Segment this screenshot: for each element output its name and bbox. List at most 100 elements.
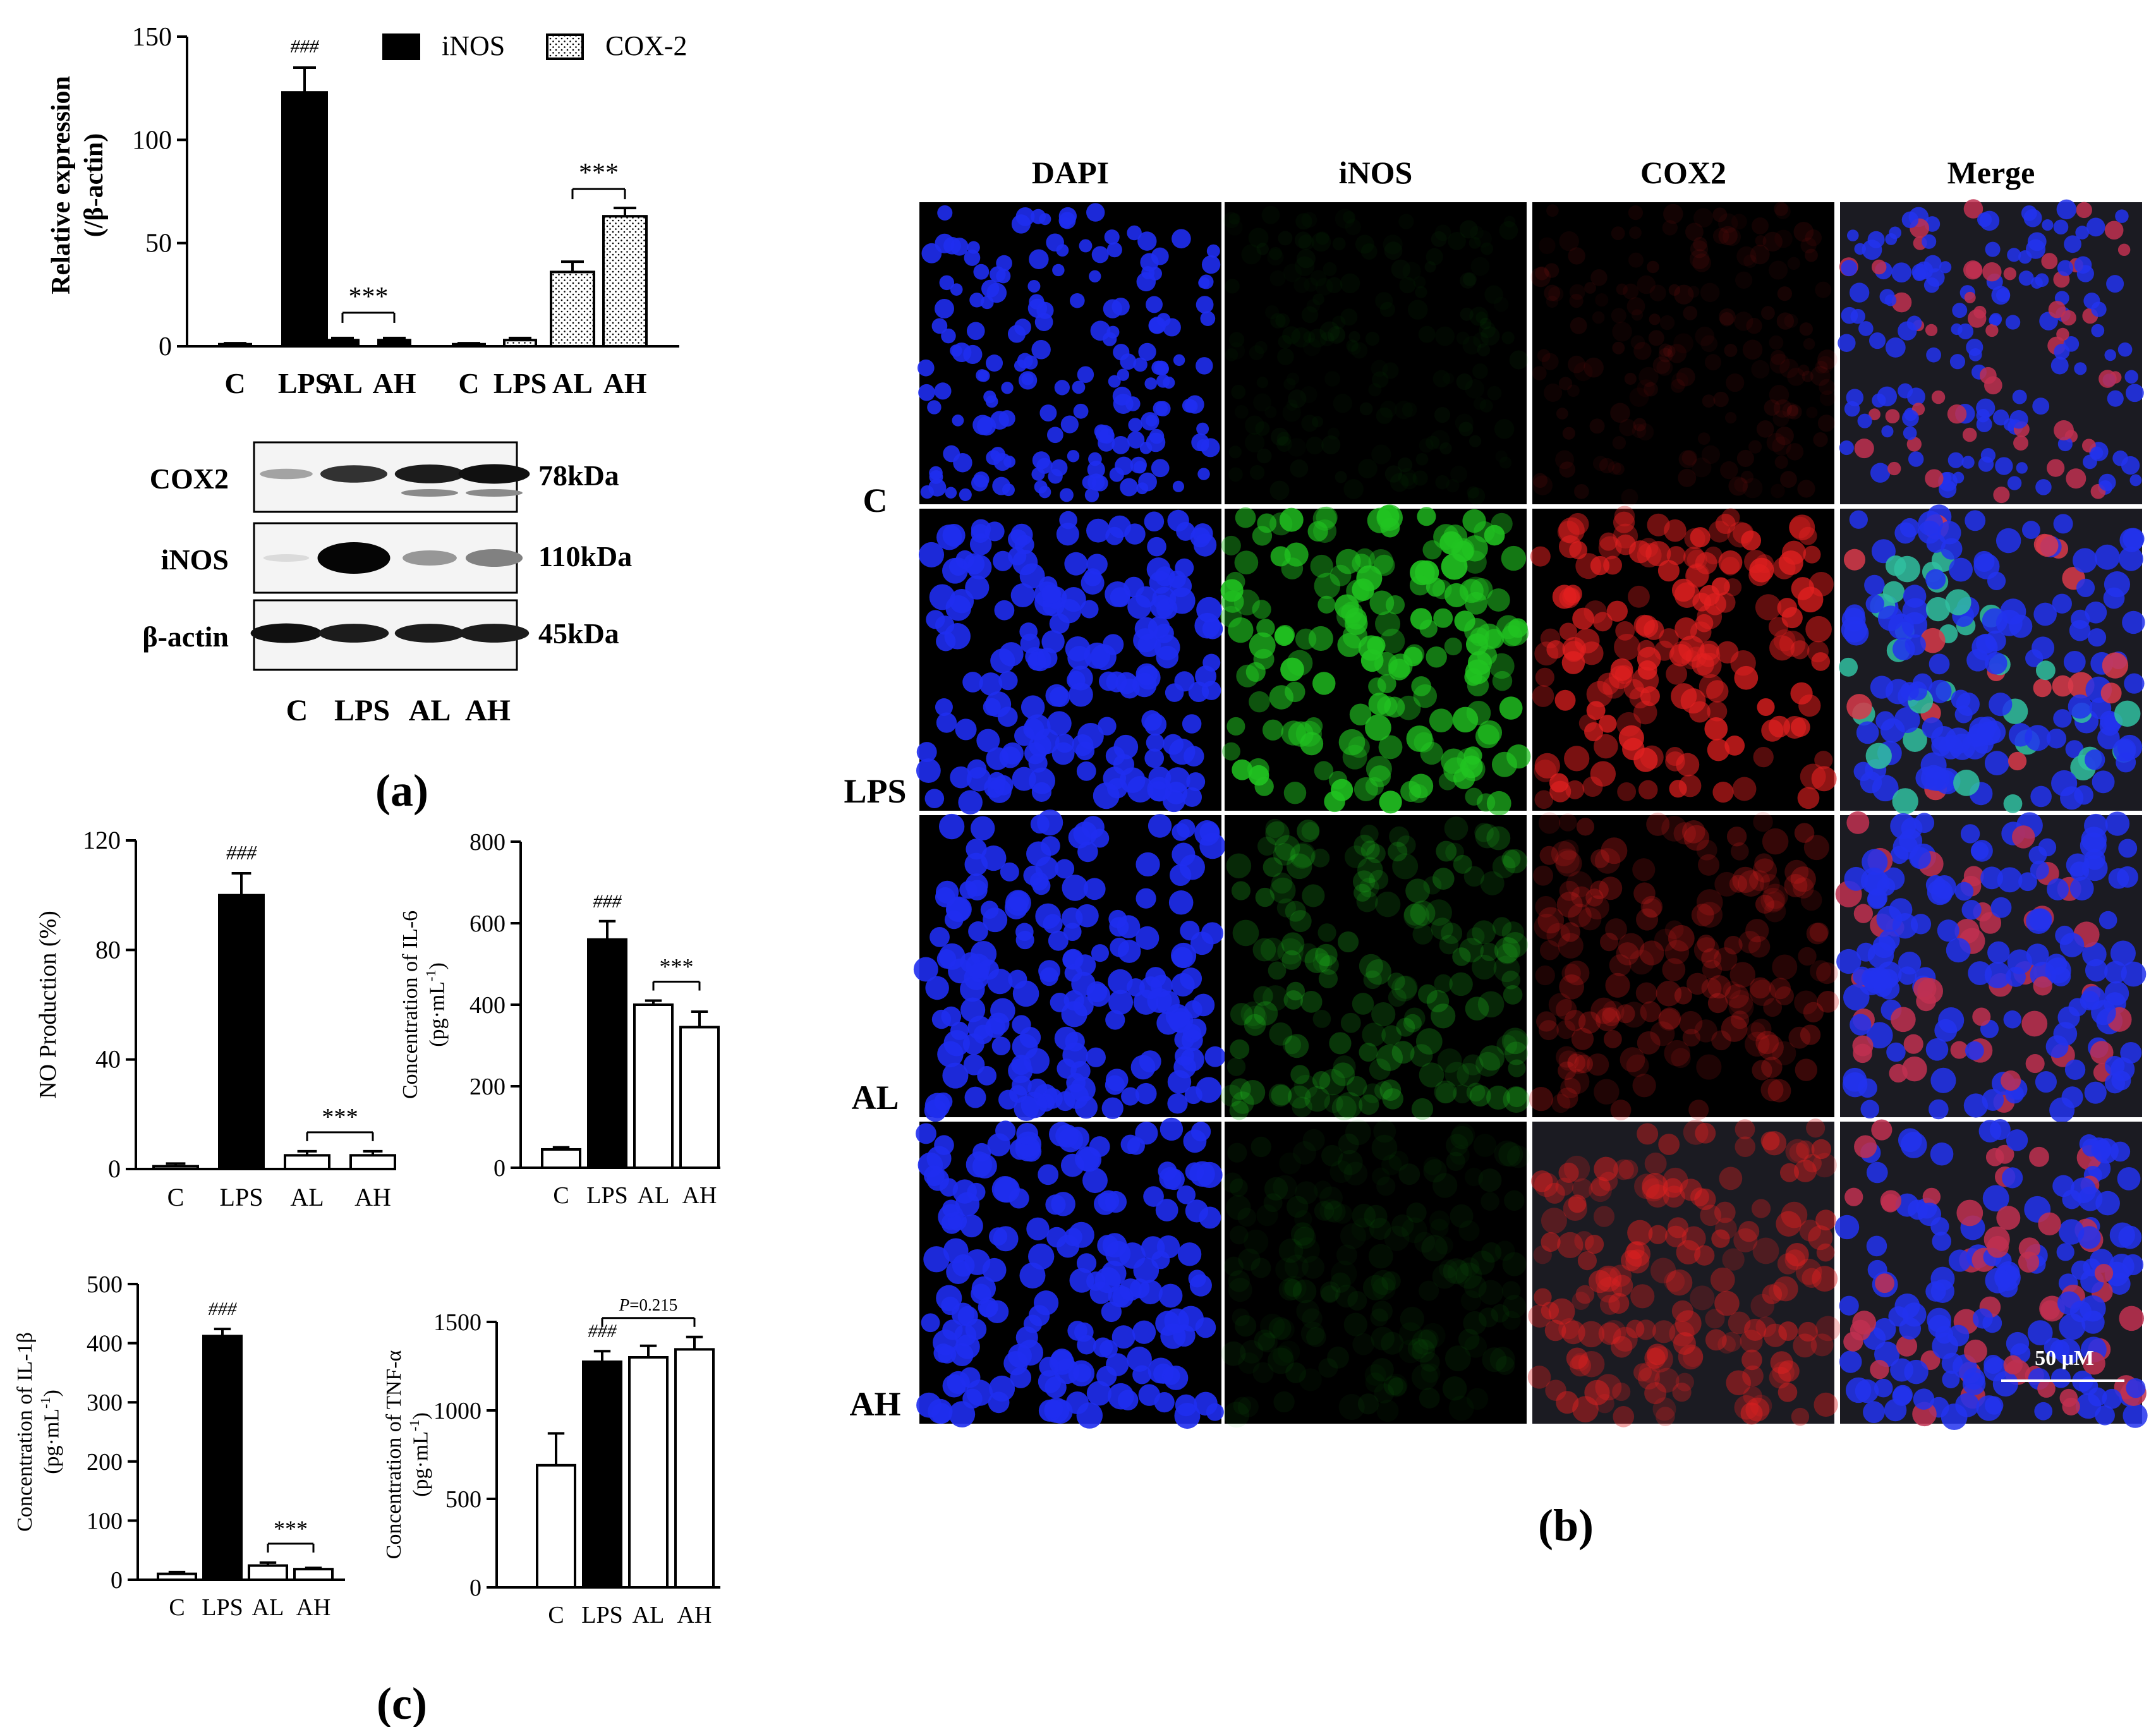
cell [1371,1300,1393,1322]
cell [1719,308,1736,325]
cell [1456,373,1473,391]
cell [1354,883,1372,902]
cell [1086,1271,1106,1291]
cell [1260,1314,1285,1338]
cell [1506,1145,1530,1168]
cell [1024,714,1051,741]
cell [1502,1252,1527,1276]
cell [1918,1203,1942,1227]
cell [1397,457,1413,473]
cell [1480,943,1499,962]
cell [1436,1082,1457,1104]
cell [2041,253,2058,270]
cell [1685,222,1704,241]
cell [1726,827,1747,847]
cell [1536,1011,1557,1032]
cell [1925,1038,1949,1061]
cell [1538,1020,1559,1041]
cell [1269,1022,1293,1046]
cell [1866,1235,1887,1257]
cell [1880,718,1905,743]
cell [952,414,964,427]
cell [1196,357,1213,375]
cell [1638,780,1658,800]
cell [1777,286,1793,301]
cell [1849,510,1868,529]
cell [1319,955,1339,975]
cell [1949,354,1966,370]
bar-LPS [218,894,265,1170]
cell [1590,1177,1611,1197]
cell [1409,574,1431,596]
cell [2074,256,2092,274]
cell [1605,973,1630,998]
cell [1281,932,1305,955]
panel-label-c: (c) [377,1678,427,1727]
cell [1800,889,1822,911]
cell [2125,384,2144,403]
cell [1714,592,1736,613]
cell [935,880,959,904]
cell [1711,1229,1730,1248]
cell [1031,467,1045,481]
cell [2094,544,2120,570]
cell [1254,777,1274,796]
cell [1688,1100,1709,1120]
micro-row-label: AL [851,1079,899,1117]
cell [982,1257,1007,1282]
cell [1805,229,1822,246]
cell [1538,812,1561,834]
cell [1249,632,1276,659]
cell [1809,923,1829,942]
micro-panel-AH-COX2 [1527,1118,1841,1427]
cell [952,1254,975,1277]
cell [2113,738,2136,762]
x-tick-label: LPS [586,1182,627,1209]
cell [1729,962,1756,988]
cell [1446,1134,1469,1156]
significance-mark: *** [349,282,389,312]
cell [1448,1395,1474,1421]
cell [1304,947,1330,973]
cell [1626,297,1645,316]
cell [1338,1394,1365,1421]
cell [1584,282,1596,294]
cell [1985,324,1999,337]
cell [1749,977,1771,999]
cell [1562,427,1575,440]
cell [1405,878,1431,904]
cell [1278,1238,1304,1263]
cell [2094,1264,2114,1283]
cell [1719,1166,1743,1191]
cell [1598,1267,1618,1288]
cell [1559,461,1576,478]
cell [1230,1003,1253,1026]
cell [2084,1081,2107,1104]
cell [1274,626,1294,646]
cell [1101,1301,1122,1323]
cell [1985,1148,2004,1166]
cell [1565,960,1590,986]
cell [1811,766,1837,792]
cell [1672,1383,1692,1402]
cell [1554,689,1576,711]
x-tick-label: AL [633,1602,665,1628]
cell [1316,506,1338,528]
cell [1891,292,1912,313]
cell [1391,259,1410,279]
cell [1527,1366,1551,1389]
cell [1029,249,1049,269]
cell [1076,1253,1097,1273]
blot-band [318,624,389,643]
cell [1788,1026,1811,1049]
cell [1410,900,1436,926]
cell [1132,1320,1156,1344]
cell [1595,1265,1622,1292]
cell [1902,1302,1927,1327]
cell [2107,390,2124,407]
cell [1139,442,1153,454]
blot-band-secondary [466,489,523,497]
cell [1347,1290,1367,1311]
